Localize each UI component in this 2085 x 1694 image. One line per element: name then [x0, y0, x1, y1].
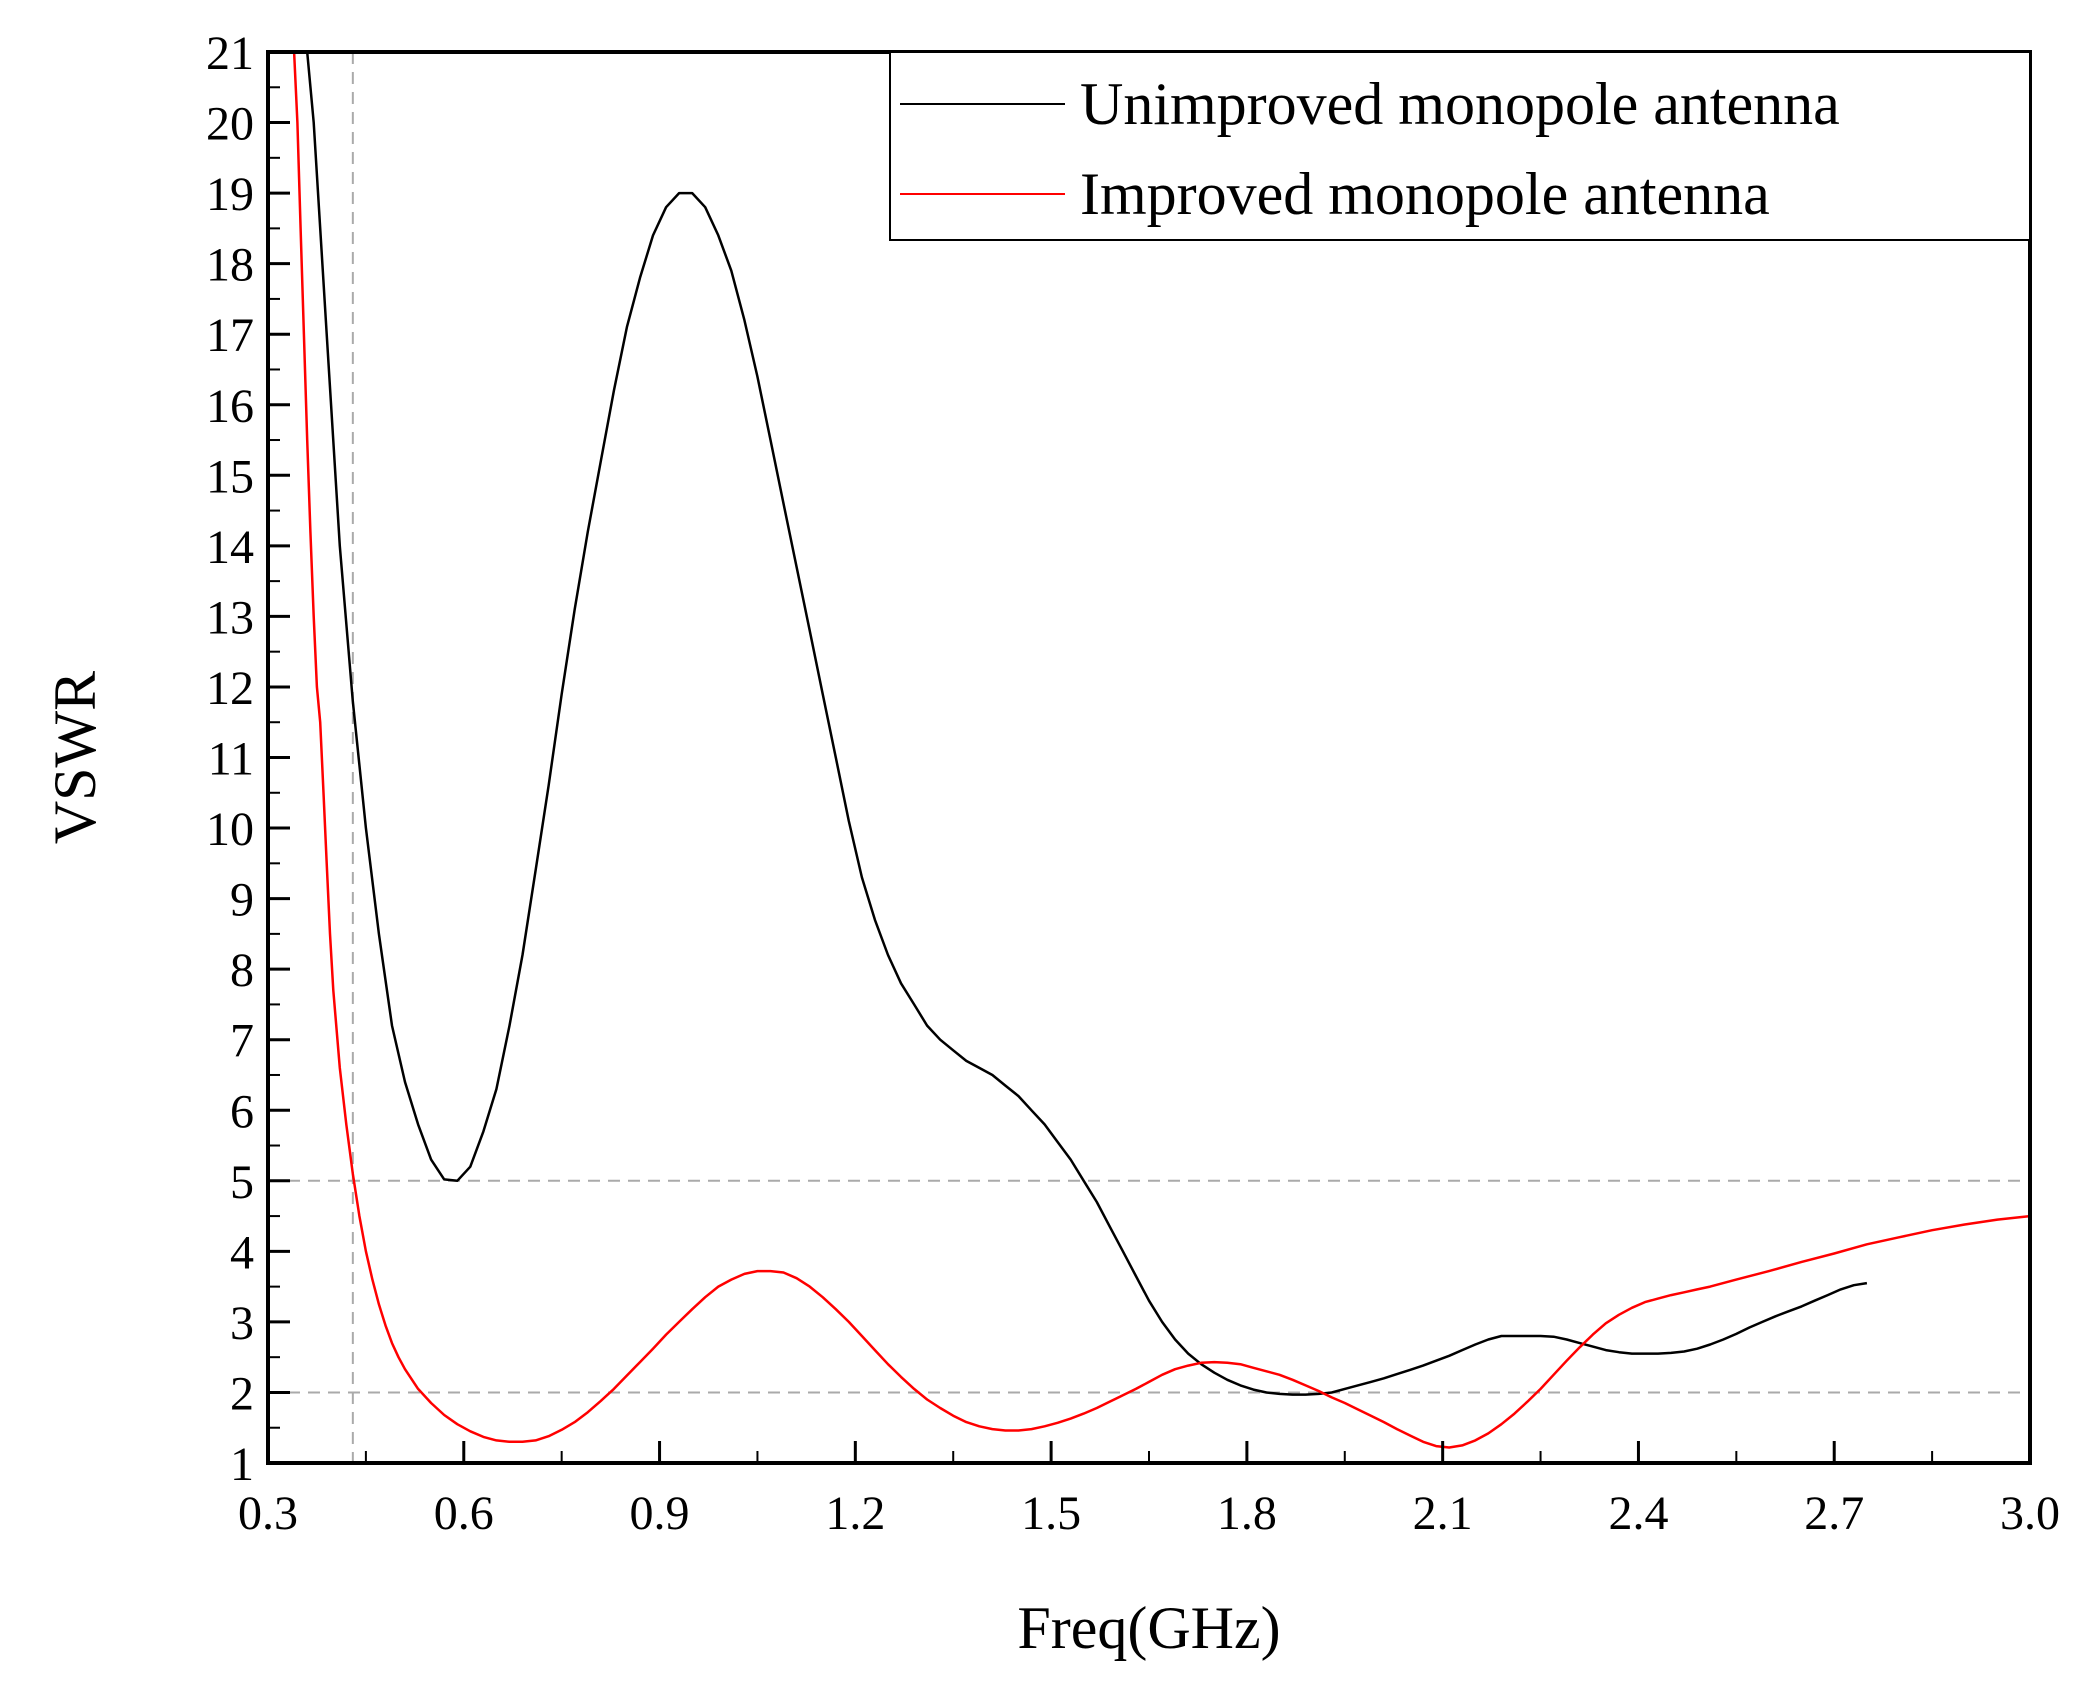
y-tick-label: 11	[208, 733, 254, 786]
legend-box	[889, 51, 2031, 241]
y-tick-label: 9	[230, 874, 254, 927]
legend-label-improved: Improved monopole antenna	[1080, 161, 1770, 227]
axis-ticks	[266, 50, 2032, 1465]
plot-series-group	[292, 52, 2030, 1449]
y-tick-label: 6	[230, 1085, 254, 1138]
x-tick-label: 0.9	[630, 1487, 690, 1540]
y-tick-label: 20	[206, 98, 254, 151]
y-tick-label: 1	[230, 1438, 254, 1491]
y-tick-label: 3	[230, 1297, 254, 1350]
x-tick-label: 2.1	[1413, 1487, 1473, 1540]
reference-lines	[268, 52, 2030, 1463]
y-axis-title: VSWR	[42, 671, 108, 844]
legend: Unimproved monopole antenna Improved mon…	[889, 51, 2031, 241]
x-tick-label: 2.4	[1608, 1487, 1668, 1540]
y-tick-label: 5	[230, 1156, 254, 1209]
y-tick-label: 14	[206, 521, 254, 574]
x-tick-label: 2.7	[1804, 1487, 1864, 1540]
y-tick-label: 7	[230, 1015, 254, 1068]
series-line-improved	[292, 52, 2030, 1449]
y-tick-label: 15	[206, 450, 254, 503]
y-tick-label: 18	[206, 239, 254, 292]
y-tick-label: 17	[206, 309, 254, 362]
x-tick-label: 1.2	[825, 1487, 885, 1540]
y-tick-label: 12	[206, 662, 254, 715]
y-tick-label: 21	[206, 27, 254, 80]
y-tick-label: 16	[206, 380, 254, 433]
axis-tick-labels: 0.3 0.6 0.9 1.2 1.5 1.8 2.1 2.4 2.7 3.01234567891…	[206, 27, 2060, 1540]
x-tick-label: 1.5	[1021, 1487, 1081, 1540]
y-tick-label: 4	[230, 1226, 254, 1279]
x-axis-title: Freq(GHz)	[1017, 1595, 1280, 1661]
x-tick-label: 0.6	[434, 1487, 494, 1540]
legend-label-unimproved: Unimproved monopole antenna	[1080, 71, 1840, 137]
y-tick-label: 19	[206, 168, 254, 221]
y-tick-label: 13	[206, 591, 254, 644]
x-tick-label: 0.3	[238, 1487, 298, 1540]
series-line-unimproved	[305, 52, 1868, 1396]
y-tick-label: 10	[206, 803, 254, 856]
y-tick-label: 8	[230, 944, 254, 997]
y-tick-label: 2	[230, 1367, 254, 1420]
x-tick-label: 1.8	[1217, 1487, 1277, 1540]
x-tick-label: 3.0	[2000, 1487, 2060, 1540]
